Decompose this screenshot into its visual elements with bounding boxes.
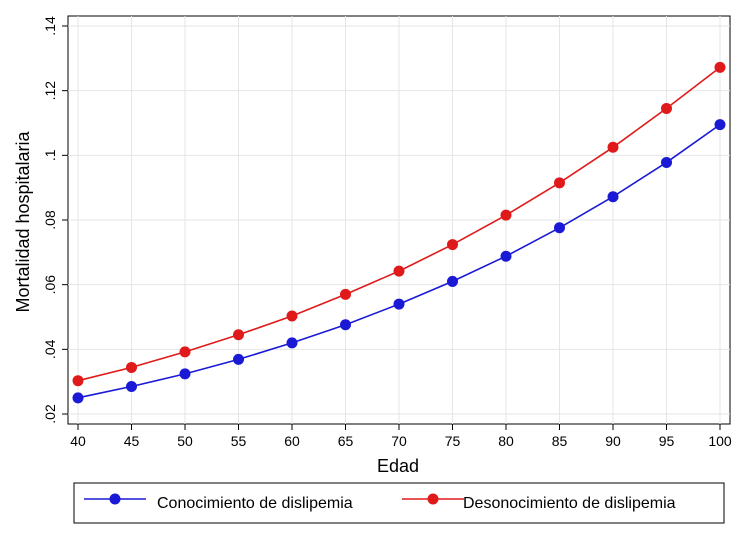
series-1-point — [72, 375, 84, 387]
legend-label-conocimiento: Conocimiento de dislipemia — [157, 495, 353, 512]
series-0-point — [126, 381, 137, 393]
series-layer — [72, 61, 726, 404]
series-0-point — [286, 337, 298, 349]
y-tick-label: .12 — [42, 81, 58, 101]
series-0-point — [233, 353, 244, 365]
y-axis: .02 .04 .06 .08 .1 .12 .14 — [42, 16, 68, 424]
x-axis-title: Edad — [377, 456, 419, 476]
y-tick-label: .08 — [42, 210, 58, 230]
y-tick-label: .06 — [42, 275, 58, 295]
x-tick-label: 60 — [284, 433, 300, 449]
series-1-point — [126, 361, 137, 373]
legend-box — [73, 482, 725, 524]
series-0-point — [500, 250, 512, 262]
series-0-point — [661, 156, 672, 168]
legend-marker-conocimiento — [109, 493, 121, 505]
series-1-point — [607, 141, 619, 153]
legend-label-desonocimiento: Desonocimiento de dislipemia — [463, 495, 676, 512]
x-tick-label: 55 — [231, 433, 247, 449]
series-1-point — [233, 329, 244, 341]
x-tick-label: 45 — [124, 433, 140, 449]
series-0-point — [554, 222, 565, 234]
y-tick-label: .04 — [42, 339, 58, 359]
series-1-point — [714, 61, 726, 73]
x-tick-label: 50 — [177, 433, 193, 449]
series-0-point — [447, 275, 458, 287]
series-1-point — [179, 346, 191, 358]
series-0-point — [72, 392, 84, 404]
x-tick-label: 100 — [708, 433, 732, 449]
legend-item-conocimiento: Conocimiento de dislipemia — [84, 493, 353, 512]
y-tick-label: .1 — [42, 149, 58, 161]
x-tick-label: 75 — [445, 433, 461, 449]
y-tick-label: .02 — [42, 404, 58, 424]
series-1-point — [393, 265, 405, 277]
x-tick-label: 40 — [70, 433, 86, 449]
legend-marker-desonocimiento — [427, 493, 439, 505]
series-1-point — [554, 177, 565, 189]
gridlines — [68, 16, 730, 424]
series-1-point — [286, 310, 298, 322]
legend-item-desonocimiento: Desonocimiento de dislipemia — [402, 493, 676, 512]
x-tick-label: 70 — [391, 433, 407, 449]
x-tick-label: 90 — [605, 433, 621, 449]
series-0-point — [393, 298, 405, 310]
x-tick-label: 85 — [552, 433, 568, 449]
x-axis: 40 45 50 55 60 65 70 75 80 85 90 95 100 — [70, 424, 732, 449]
x-tick-label: 95 — [659, 433, 675, 449]
series-1-point — [447, 239, 458, 251]
y-tick-label: .14 — [42, 16, 58, 36]
series-0-point — [607, 191, 619, 203]
series-1-point — [500, 209, 512, 221]
x-tick-label: 65 — [338, 433, 354, 449]
series-0-point — [179, 368, 191, 380]
series-1-point — [340, 288, 351, 300]
y-axis-title: Mortalidad hospitalaria — [13, 130, 33, 312]
series-0-point — [714, 119, 726, 131]
series-0-point — [340, 319, 351, 331]
series-1-point — [661, 102, 672, 114]
x-tick-label: 80 — [498, 433, 514, 449]
